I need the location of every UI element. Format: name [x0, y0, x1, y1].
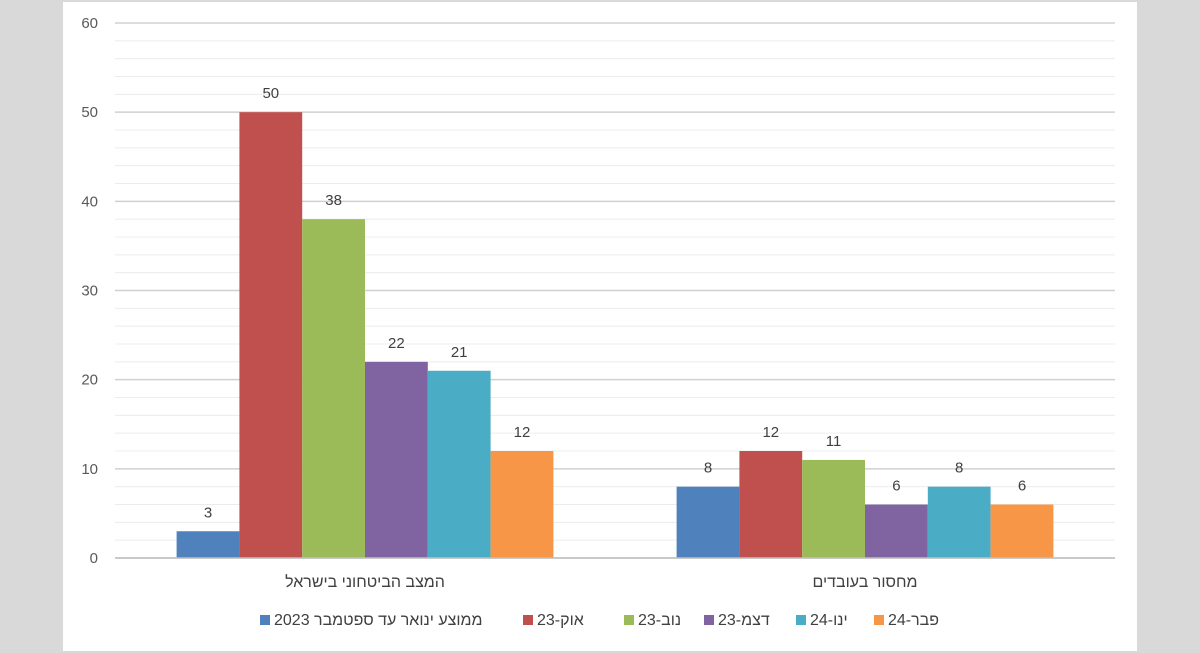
y-tick-label: 10: [81, 461, 98, 478]
legend-label: ממוצע ינואר עד ספטמבר 2023: [274, 612, 483, 629]
data-label: 6: [892, 478, 900, 495]
legend-item: דצמ-23: [704, 612, 770, 629]
bar: [990, 504, 1054, 558]
category-label: מחסור בעובדים: [812, 574, 917, 591]
legend-item: נוב-23: [624, 612, 681, 629]
legend-label: נוב-23: [638, 612, 681, 629]
bar: [490, 451, 554, 558]
bar: [427, 370, 491, 558]
y-tick-label: 20: [81, 372, 98, 389]
legend-item: ינו-24: [796, 612, 848, 629]
legend-swatch: [523, 615, 533, 625]
category-label: המצב הביטחוני בישראל: [285, 573, 445, 591]
data-label: 21: [451, 344, 468, 361]
data-label: 12: [514, 424, 531, 441]
legend-item: אוק-23: [523, 612, 584, 629]
bar: [676, 486, 740, 558]
data-label: 8: [704, 460, 712, 477]
bar: [927, 486, 991, 558]
y-tick-label: 50: [81, 104, 98, 121]
data-labels: 8 12 11 6 8 6 3 50 38 22 21 12: [204, 85, 1026, 521]
legend-swatch: [704, 615, 714, 625]
data-label: 3: [204, 504, 212, 521]
chart-frame: 0 10 20 30 40 50 60 8 12 11 6 8 6 3 50 38 22 21 12 מחסור …: [63, 2, 1137, 651]
data-label: 38: [325, 192, 342, 209]
bar-chart: 0 10 20 30 40 50 60 8 12 11 6 8 6 3 50 38 22 21 12 מחסור …: [81, 15, 1115, 629]
legend-label: אוק-23: [537, 612, 584, 629]
bar: [802, 459, 865, 558]
legend-label: פבר-24: [888, 612, 939, 629]
legend-swatch: [874, 615, 884, 625]
y-tick-label: 60: [81, 15, 98, 32]
data-label: 12: [762, 424, 779, 441]
data-label: 11: [826, 433, 842, 450]
data-label: 22: [388, 335, 405, 352]
legend-swatch: [260, 615, 270, 625]
legend-label: דצמ-23: [718, 612, 770, 629]
x-axis: מחסור בעובדים המצב הביטחוני בישראל: [115, 557, 1115, 591]
legend-label: ינו-24: [810, 612, 848, 629]
bars: [176, 112, 1054, 559]
y-tick-label: 30: [81, 283, 98, 300]
data-label: 8: [955, 460, 963, 477]
bar: [365, 361, 428, 558]
legend-swatch: [624, 615, 634, 625]
legend: ממוצע ינואר עד ספטמבר 2023 אוק-23 נוב-23 דצ…: [260, 612, 939, 629]
bar: [239, 112, 303, 559]
legend-swatch: [796, 615, 806, 625]
legend-item: פבר-24: [874, 612, 939, 629]
y-tick-label: 0: [90, 550, 98, 567]
legend-item: ממוצע ינואר עד ספטמבר 2023: [260, 612, 483, 629]
data-label: 6: [1018, 478, 1026, 495]
bar: [302, 219, 365, 558]
y-axis: 0 10 20 30 40 50 60: [81, 15, 98, 567]
bar: [865, 504, 928, 558]
bar: [176, 531, 240, 558]
bar: [739, 451, 803, 558]
y-tick-label: 40: [81, 193, 98, 210]
data-label: 50: [262, 85, 279, 102]
